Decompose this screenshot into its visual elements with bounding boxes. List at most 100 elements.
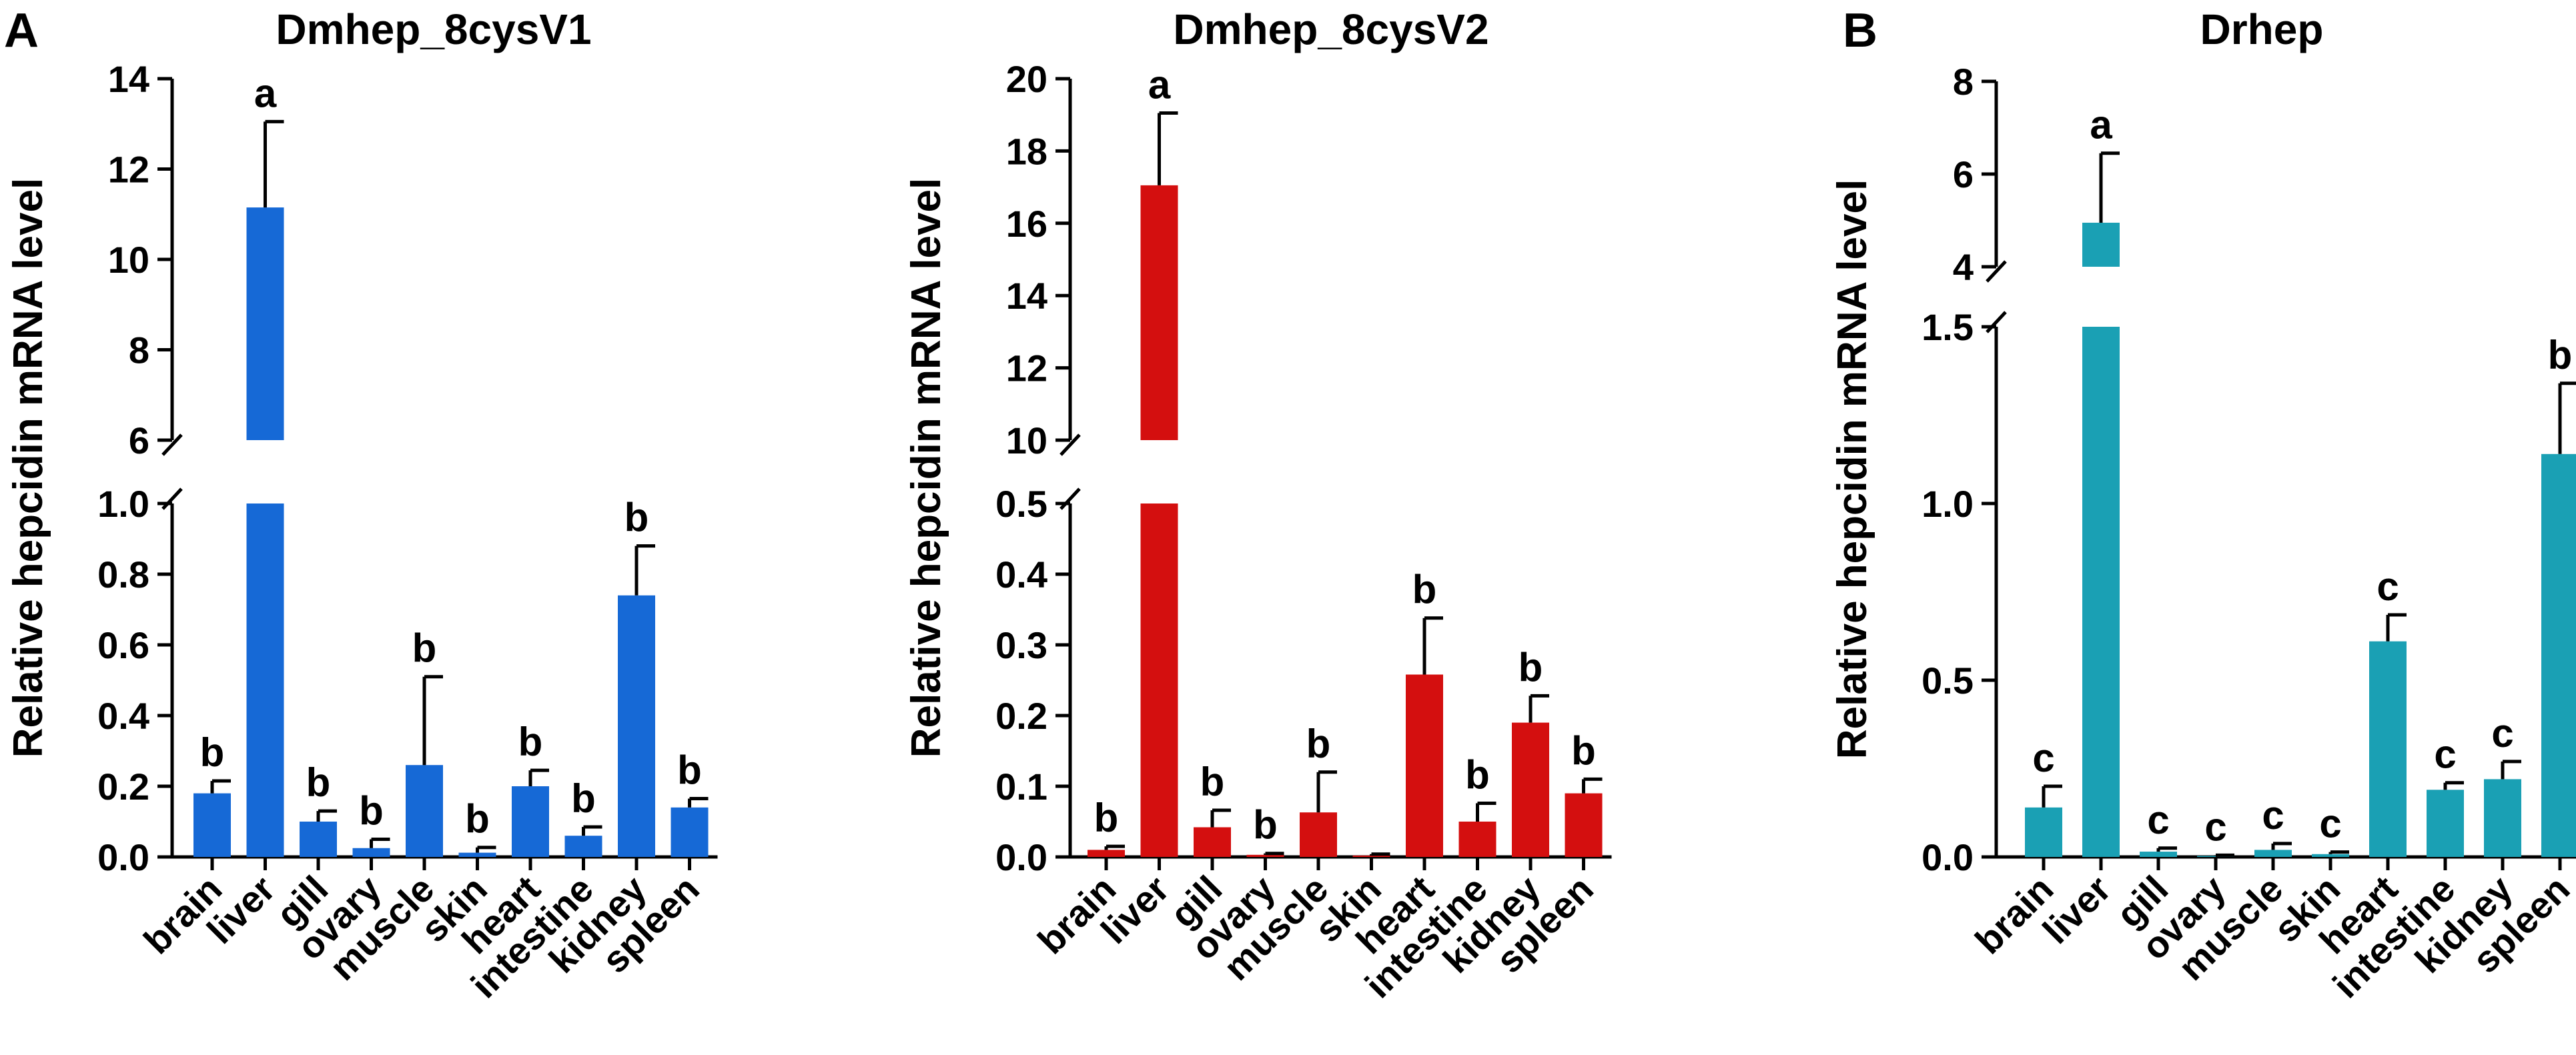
y-tick-label: 0.5 xyxy=(1921,660,1974,702)
y-tick-label: 0.0 xyxy=(97,836,149,878)
y-tick-label: 6 xyxy=(1953,153,1974,195)
bar-skin xyxy=(1352,855,1390,857)
panel-letter: B xyxy=(1843,4,1877,57)
bar-ovary xyxy=(352,848,390,857)
y-tick-label: 10 xyxy=(1006,419,1047,461)
y-tick-label: 0.3 xyxy=(995,624,1047,666)
significance-letter: a xyxy=(254,71,277,115)
bar-skin xyxy=(2312,854,2349,857)
bar-ovary xyxy=(1246,854,1284,857)
y-tick-label: 10 xyxy=(108,239,149,281)
y-tick-label: 1.0 xyxy=(1921,483,1974,525)
y-tick-label: 1.5 xyxy=(1921,306,1974,348)
axis-break-mark xyxy=(1059,487,1081,510)
y-tick-label: 16 xyxy=(1006,203,1047,245)
axis-break-mark xyxy=(1986,260,2007,283)
significance-letter: b xyxy=(465,797,490,842)
significance-letter: b xyxy=(2548,333,2573,377)
bar-skin xyxy=(458,852,496,857)
y-tick-label: 12 xyxy=(1006,347,1047,389)
y-tick-label: 14 xyxy=(108,58,149,100)
y-tick-label: 0.5 xyxy=(995,483,1047,525)
significance-letter: b xyxy=(412,626,437,671)
y-tick-label: 8 xyxy=(129,329,149,371)
bar-spleen xyxy=(2541,453,2576,857)
y-tick-label: 0.0 xyxy=(1921,836,1974,878)
y-tick-label: 4 xyxy=(1953,246,1974,288)
significance-letter: b xyxy=(1306,722,1331,766)
y-axis-label: Relative hepcidin mRNA level xyxy=(903,178,949,758)
significance-letter: c xyxy=(2434,732,2456,777)
significance-letter: b xyxy=(359,789,384,834)
significance-letter: b xyxy=(571,776,596,821)
bar-kidney xyxy=(1512,722,1549,857)
significance-letter: b xyxy=(1094,796,1119,840)
significance-letter: b xyxy=(518,720,543,764)
y-tick-label: 0.4 xyxy=(995,554,1047,596)
bar-heart xyxy=(2369,641,2407,857)
chart-panel-2: Dmhep_8cysV2 Relative hepcidin mRNA level… xyxy=(903,5,1612,1006)
y-tick-label: 0.8 xyxy=(97,554,149,596)
bar-spleen xyxy=(671,807,709,857)
y-tick-label: 0.1 xyxy=(995,766,1047,808)
bar-liver-lower xyxy=(246,503,284,857)
bar-brain xyxy=(2025,807,2062,857)
y-tick-label: 20 xyxy=(1006,58,1047,100)
y-tick-label: 0.2 xyxy=(995,695,1047,737)
significance-letter: c xyxy=(2032,736,2054,780)
y-tick-label: 18 xyxy=(1006,130,1047,172)
bar-liver xyxy=(246,207,284,440)
bar-muscle xyxy=(2254,850,2292,857)
y-tick-label: 1.0 xyxy=(97,483,149,525)
bar-gill xyxy=(300,822,337,857)
y-tick-label: 14 xyxy=(1006,275,1047,317)
bar-gill xyxy=(1194,827,1231,857)
bar-kidney xyxy=(618,595,655,857)
bar-intestine xyxy=(1458,822,1496,857)
bar-intestine xyxy=(564,836,602,857)
significance-letter: c xyxy=(2491,711,2513,756)
significance-letter: b xyxy=(200,730,225,775)
bar-kidney xyxy=(2484,779,2521,857)
bar-muscle xyxy=(406,765,443,857)
significance-letter: b xyxy=(1465,752,1490,797)
y-tick-label: 0.4 xyxy=(97,695,149,737)
significance-letter: b xyxy=(306,760,331,805)
significance-letter: c xyxy=(2262,793,2284,838)
significance-letter: b xyxy=(624,495,649,540)
significance-letter: a xyxy=(1148,62,1171,107)
significance-letter: b xyxy=(677,748,702,793)
y-axis-label: Relative hepcidin mRNA level xyxy=(5,178,51,758)
axis-break-mark xyxy=(161,487,183,510)
chart-title: Dmhep_8cysV2 xyxy=(1173,5,1488,53)
significance-letter: a xyxy=(2090,103,2112,147)
chart-panel-1: Dmhep_8cysV1 Relative hepcidin mRNA level… xyxy=(5,5,718,1006)
bar-brain xyxy=(193,793,231,857)
y-tick-label: 6 xyxy=(129,419,149,461)
significance-letter: b xyxy=(1571,728,1596,773)
bar-spleen xyxy=(1565,793,1603,857)
bar-liver-lower xyxy=(2082,327,2120,857)
y-tick-label: 0.6 xyxy=(97,624,149,666)
chart-title: Dmhep_8cysV1 xyxy=(276,5,591,53)
axis-break-mark xyxy=(1059,433,1081,456)
bar-liver-lower xyxy=(1140,503,1178,857)
significance-letter: b xyxy=(1412,568,1437,612)
y-tick-label: 8 xyxy=(1953,61,1974,103)
x-tick-label-liver: liver xyxy=(2034,868,2118,952)
chart-panel-3: Drhep Relative hepcidin mRNA level 0.0 0.5 1… xyxy=(1829,5,2576,1006)
bar-gill xyxy=(2140,852,2177,857)
y-axis-label: Relative hepcidin mRNA level xyxy=(1829,179,1875,759)
significance-letter: c xyxy=(2319,802,2341,846)
bar-liver xyxy=(2082,222,2120,267)
y-tick-label: 12 xyxy=(108,149,149,191)
bar-liver xyxy=(1140,185,1178,440)
bar-brain xyxy=(1088,850,1125,857)
axis-break-mark xyxy=(161,433,183,456)
significance-letter: c xyxy=(2204,804,2226,849)
significance-letter: b xyxy=(1200,760,1225,804)
significance-letter: b xyxy=(1253,803,1278,848)
axis-break-mark xyxy=(1986,311,2007,333)
y-tick-label: 0.0 xyxy=(995,836,1047,878)
